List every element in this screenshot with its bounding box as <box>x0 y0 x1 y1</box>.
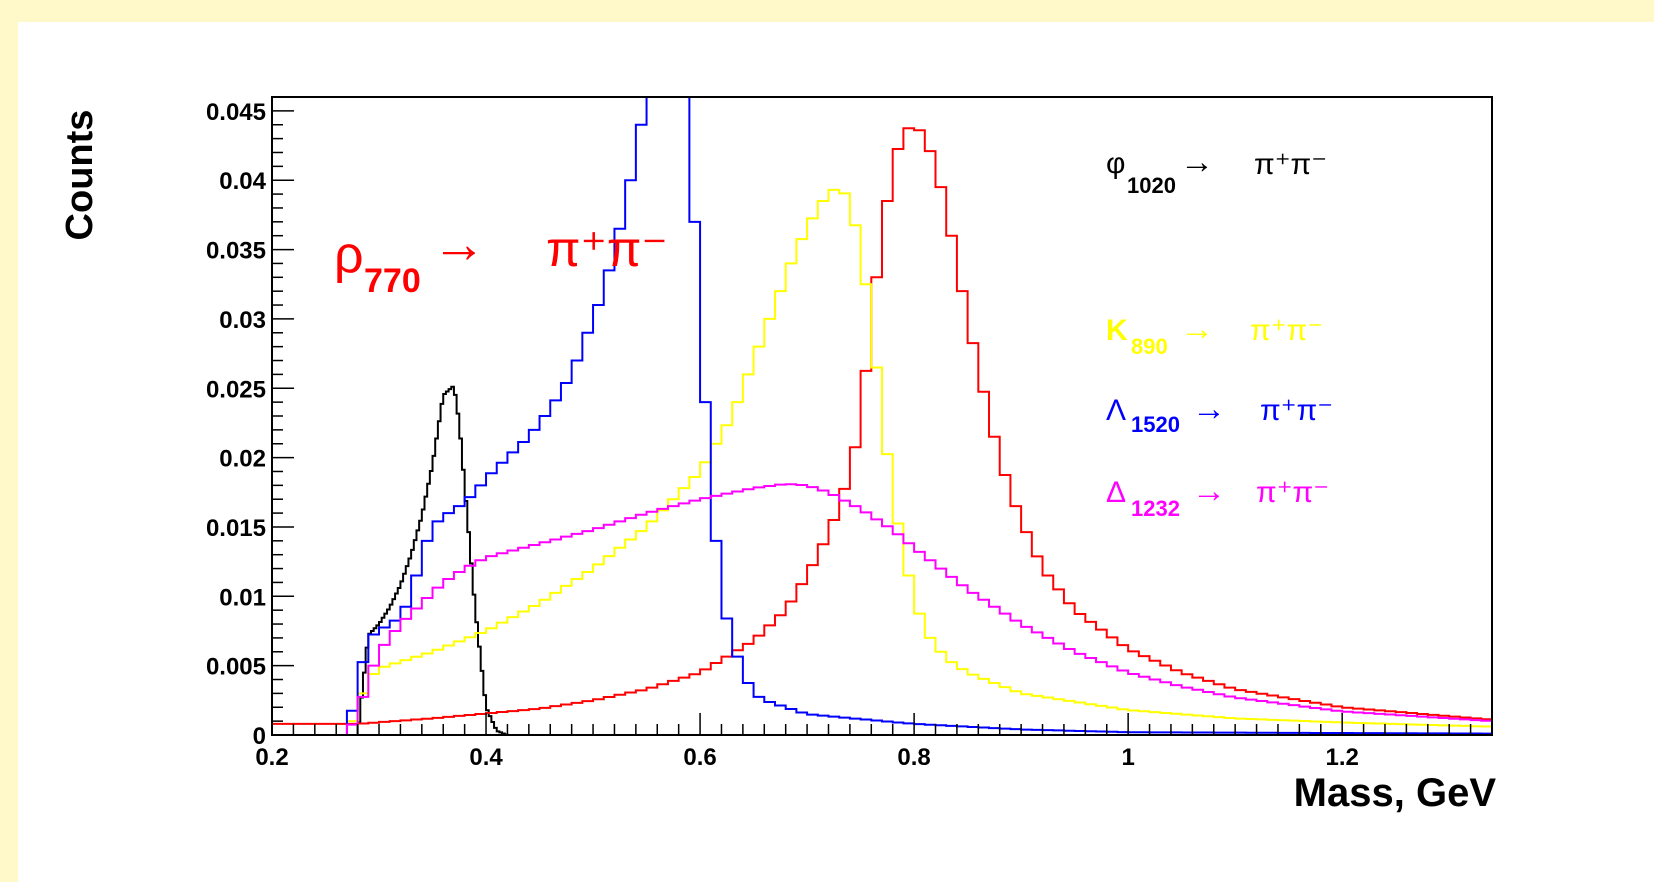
y-tick-label: 0.045 <box>206 99 266 126</box>
y-tick-label: 0.04 <box>219 168 266 195</box>
legend-lambda-symbol: Λ <box>1106 394 1126 427</box>
legend-delta-symbol: Δ <box>1106 476 1126 509</box>
x-tick-label: 0.8 <box>897 744 930 771</box>
x-tick-label: 0.4 <box>469 744 503 771</box>
legend-phi-arrow: → <box>1180 143 1214 181</box>
legend-k-sub: 890 <box>1131 334 1168 359</box>
legend-k-symbol: K <box>1106 314 1128 347</box>
y-tick-label: 0.035 <box>206 238 266 265</box>
axes: 0 0.005 0.01 0.015 0.02 0.025 0.03 0.035 0.04 0.0… <box>206 96 1493 771</box>
legend-delta-sub: 1232 <box>1131 496 1180 521</box>
x-axis-label: Mass, GeV <box>1294 771 1497 815</box>
legend-rho-sub: 770 <box>364 262 421 300</box>
legend-delta-text: π⁺π⁻ <box>1256 476 1329 509</box>
legend-phi-text: π⁺π⁻ <box>1254 148 1327 181</box>
legend-lambda: Λ 1520 → π⁺π⁻ <box>1106 390 1333 437</box>
legend-phi-symbol: φ <box>1106 147 1125 180</box>
legend-phi-sub: 1020 <box>1127 173 1176 198</box>
legend-lambda-arrow: → <box>1192 390 1226 428</box>
x-tick-label: 0.6 <box>683 744 716 771</box>
legend-lambda-sub: 1520 <box>1131 412 1180 437</box>
legend-k890: K 890 → π⁺π⁻ <box>1106 310 1323 359</box>
y-axis-label: Counts <box>59 110 101 241</box>
x-tick-label: 1 <box>1121 744 1134 771</box>
legend-phi: φ 1020 → π⁺π⁻ <box>1106 143 1327 198</box>
legend-rho-text: π⁺π⁻ <box>546 221 668 277</box>
series-k890 <box>272 188 1492 735</box>
series-layer <box>272 97 1492 735</box>
legend-lambda-text: π⁺π⁻ <box>1260 394 1333 427</box>
y-tick-label: 0.01 <box>219 584 266 611</box>
legend-delta: Δ 1232 → π⁺π⁻ <box>1106 472 1329 521</box>
y-tick-label: 0.03 <box>219 307 266 334</box>
x-tick-label: 0.2 <box>255 744 288 771</box>
x-tick-labels: 0.2 0.4 0.6 0.8 1 1.2 <box>255 744 1359 771</box>
series-phi <box>272 385 1492 735</box>
x-minor-ticks <box>271 713 1493 735</box>
legend-rho: ρ 770 → π⁺π⁻ <box>334 214 668 300</box>
series-delta <box>272 483 1492 735</box>
y-minor-ticks <box>272 96 294 736</box>
y-tick-labels: 0 0.005 0.01 0.015 0.02 0.025 0.03 0.035 0.04 0.0… <box>206 99 267 750</box>
legend-delta-arrow: → <box>1192 472 1226 510</box>
y-tick-label: 0 <box>253 723 266 750</box>
x-tick-label: 1.2 <box>1325 744 1358 771</box>
y-tick-label: 0.025 <box>206 376 266 403</box>
series-rho <box>272 127 1492 735</box>
legend-k-text: π⁺π⁻ <box>1250 314 1323 347</box>
y-tick-label: 0.015 <box>206 515 266 542</box>
y-tick-label: 0.005 <box>206 654 266 681</box>
legend-k-arrow: → <box>1180 310 1214 348</box>
legend-rho-symbol: ρ <box>334 226 364 284</box>
series-lambda <box>272 97 1492 735</box>
legend-rho-arrow: → <box>432 214 486 274</box>
y-tick-label: 0.02 <box>219 446 266 473</box>
